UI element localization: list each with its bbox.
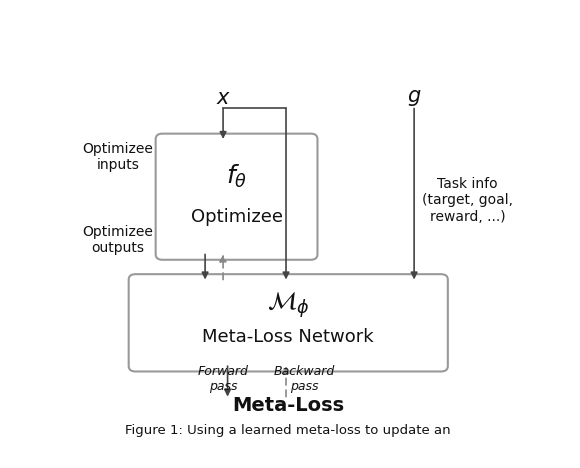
Text: $g$: $g$ xyxy=(407,88,421,108)
FancyBboxPatch shape xyxy=(129,274,448,372)
Text: Optimizee: Optimizee xyxy=(191,207,282,226)
FancyArrowPatch shape xyxy=(220,109,226,137)
FancyArrowPatch shape xyxy=(283,368,289,397)
Text: Meta-Loss: Meta-Loss xyxy=(232,396,345,415)
Text: $f_{\theta}$: $f_{\theta}$ xyxy=(226,163,247,190)
FancyArrowPatch shape xyxy=(411,109,417,278)
FancyArrowPatch shape xyxy=(283,109,289,278)
Text: Optimizee
inputs: Optimizee inputs xyxy=(82,142,153,172)
FancyArrowPatch shape xyxy=(220,256,226,279)
Text: Backward
pass: Backward pass xyxy=(273,365,335,393)
Text: Optimizee
outputs: Optimizee outputs xyxy=(82,225,153,255)
FancyArrowPatch shape xyxy=(225,366,230,395)
FancyArrowPatch shape xyxy=(202,255,208,278)
Text: $x$: $x$ xyxy=(216,88,231,108)
Text: Figure 1: Using a learned meta-loss to update an: Figure 1: Using a learned meta-loss to u… xyxy=(125,424,451,438)
Text: Forward
pass: Forward pass xyxy=(198,365,248,393)
FancyBboxPatch shape xyxy=(155,134,317,260)
Text: Task info
(target, goal,
reward, ...): Task info (target, goal, reward, ...) xyxy=(422,177,513,224)
Text: $\mathcal{M}_{\phi}$: $\mathcal{M}_{\phi}$ xyxy=(267,290,310,320)
Text: Meta-Loss Network: Meta-Loss Network xyxy=(202,328,374,346)
